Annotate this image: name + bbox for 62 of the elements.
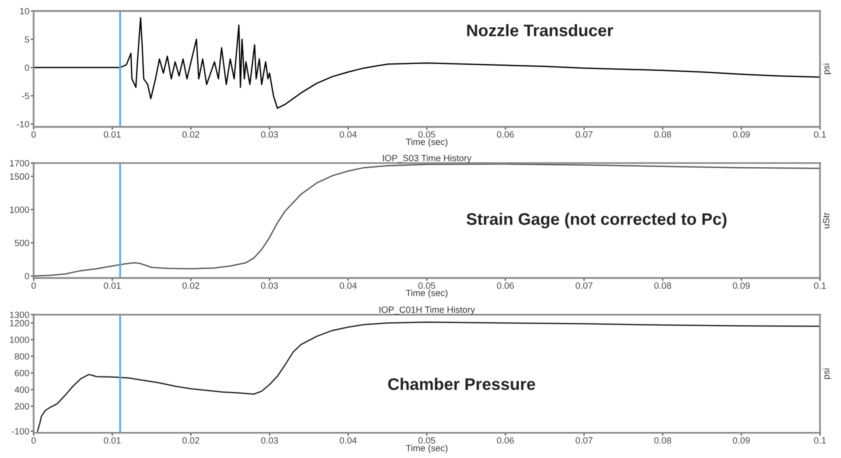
x-tick-label: 0.04	[340, 437, 357, 444]
x-tick-label: 0	[31, 131, 36, 138]
x-axis-title: Time (sec)	[406, 444, 448, 454]
y-tick-label: 1700	[10, 160, 30, 166]
annotation: Strain Gage (not corrected to Pc)	[466, 212, 726, 228]
x-tick-label: 0.09	[732, 437, 750, 444]
x-tick-label: 0.08	[654, 437, 672, 444]
x-tick-label: 0.01	[104, 282, 121, 289]
x-tick-label: 0.04	[340, 282, 357, 289]
y-tick-label: 10	[20, 8, 30, 14]
x-tick-label: 0.06	[497, 282, 514, 289]
x-tick-label: 0.09	[732, 131, 750, 138]
x-tick-label: 0.06	[497, 131, 514, 138]
x-tick-label: 0.07	[576, 282, 592, 289]
y-tick-label: 1200	[10, 320, 30, 326]
x-tick-label: 0.02	[182, 282, 200, 289]
x-tick-label: 0.02	[182, 437, 200, 444]
y-tick-label: -10	[16, 121, 30, 128]
x-tick-label: 0.1	[814, 131, 826, 138]
y-axis-title: psi	[822, 368, 832, 379]
x-tick-label: 0.1	[814, 437, 826, 444]
x-tick-label: 0.08	[654, 282, 672, 289]
y-tick-label: 1000	[10, 206, 30, 213]
x-tick-label: 0.05	[418, 282, 436, 289]
x-axis-title: Time (sec)	[406, 138, 448, 147]
x-tick-label: 0.01	[104, 437, 121, 444]
y-tick-label: 1500	[10, 173, 30, 180]
y-tick-label: 400	[14, 386, 30, 393]
y-tick-label: 5	[24, 36, 30, 43]
y-tick-label: 500	[14, 240, 30, 246]
x-tick-label: 0.07	[576, 131, 592, 138]
y-tick-label: -100	[12, 428, 30, 435]
x-tick-label: 0.08	[654, 131, 672, 138]
x-tick-label: 0.04	[340, 131, 357, 138]
x-tick-label: 0.1	[814, 282, 826, 289]
y-tick-label: 800	[14, 353, 30, 360]
y-tick-label: 1300	[10, 312, 30, 318]
x-tick-label: 0.02	[182, 131, 200, 138]
annotation: Nozzle Transducer	[467, 24, 614, 36]
x-tick-label: 0.03	[261, 131, 278, 138]
chart-title: IOP_S03 Time History	[382, 154, 472, 164]
y-tick-label: 200	[14, 403, 30, 410]
y-tick-label: 600	[14, 370, 30, 376]
y-tick-label: 0	[24, 64, 30, 71]
x-tick-label: 0	[31, 282, 36, 289]
x-tick-label: 0.09	[732, 282, 750, 289]
x-tick-label: 0.06	[497, 437, 514, 444]
chart-title: IOP_C01H Time History	[379, 306, 475, 315]
x-axis-title: Time (sec)	[406, 290, 448, 298]
x-tick-label: 0.05	[418, 131, 436, 138]
x-tick-label: 0.03	[261, 282, 278, 289]
x-tick-label: 0.07	[576, 437, 592, 444]
x-tick-label: 0.03	[261, 437, 278, 444]
x-tick-label: 0.01	[104, 131, 121, 138]
x-tick-label: 0	[31, 437, 36, 444]
y-tick-label: 0	[24, 272, 30, 280]
y-axis-title: uStr	[822, 212, 830, 228]
y-tick-label: 1000	[10, 336, 30, 343]
annotation: Chamber Pressure	[388, 378, 536, 390]
y-tick-label: -5	[22, 92, 30, 100]
y-axis-title: psi	[822, 64, 832, 74]
x-tick-label: 0.05	[418, 437, 436, 444]
